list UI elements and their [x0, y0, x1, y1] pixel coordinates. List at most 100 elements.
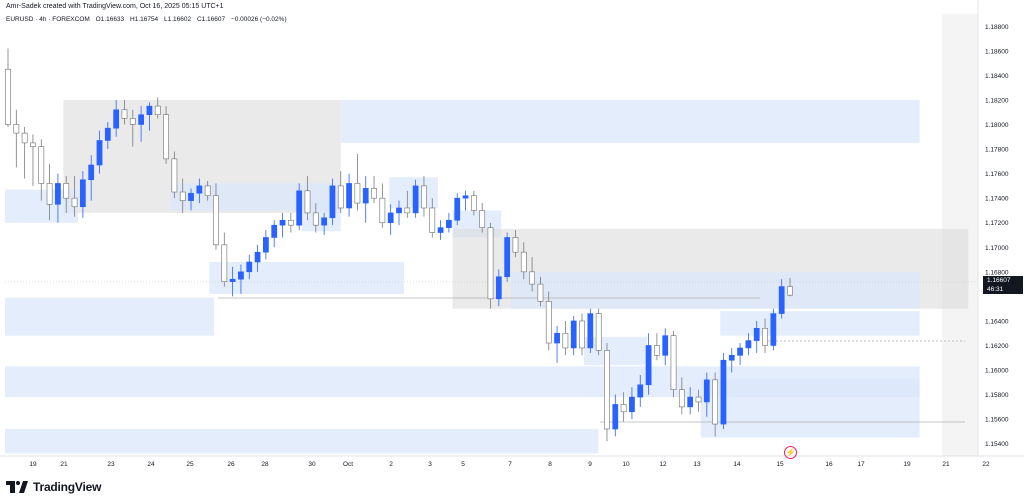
candle-body: [96, 140, 103, 166]
credit-line: Amr-Sadek created with TradingView.com, …: [6, 3, 224, 10]
x-tick-label: 10: [622, 461, 630, 468]
candle-body: [545, 300, 552, 344]
candle-body: [703, 379, 710, 403]
candle-body: [254, 251, 261, 263]
zone-blue: [5, 428, 599, 454]
y-tick-label: 1.15400: [985, 441, 1009, 448]
y-tick-label: 1.17600: [985, 171, 1009, 178]
candle-body: [179, 191, 186, 201]
candle-body: [529, 271, 535, 285]
ohlc-high: H1.16754: [129, 16, 159, 23]
candle-body: [512, 237, 519, 253]
x-tick-label: 19: [903, 461, 911, 468]
candle-body: [728, 355, 735, 361]
candle-body: [146, 105, 153, 115]
candle-body: [204, 185, 211, 197]
candle-body: [354, 183, 361, 204]
tradingview-logo-icon: [6, 481, 28, 493]
zone-blue: [700, 378, 920, 438]
y-tick-label: 1.15800: [985, 392, 1009, 399]
zone-blue: [510, 271, 920, 309]
y-tick-label: 1.16200: [985, 343, 1009, 350]
candle-body: [579, 320, 585, 349]
candle-body: [570, 320, 577, 349]
candle-body: [637, 384, 644, 398]
candle-body: [745, 340, 752, 349]
x-tick-label: 22: [982, 461, 990, 468]
candle-body: [504, 237, 511, 278]
y-tick-label: 1.18400: [985, 73, 1009, 80]
candle-body: [371, 188, 377, 199]
x-tick-label: 7: [508, 461, 512, 468]
candle-body: [38, 146, 45, 184]
candle-body: [337, 185, 344, 209]
lightning-icon[interactable]: ⚡: [784, 446, 797, 459]
symbol-legend: EURUSD · 4h · FOREXCOM O1.16633 H1.16754…: [6, 16, 287, 23]
candle-body: [712, 379, 719, 425]
zone-blue: [340, 99, 920, 143]
candle-body: [695, 396, 702, 403]
y-tick-label: 1.17200: [985, 220, 1009, 227]
candle-body: [437, 227, 444, 233]
brand-name: TradingView: [33, 480, 102, 494]
candle-body: [537, 283, 544, 302]
y-tick-label: 1.18200: [985, 97, 1009, 104]
x-tick-label: 5: [461, 461, 465, 468]
candle-body: [287, 219, 294, 226]
candle-body: [678, 389, 685, 408]
candle-body: [462, 195, 469, 199]
candle-body: [163, 114, 169, 160]
x-tick-label: 21: [942, 461, 950, 468]
candle-body: [446, 219, 452, 228]
candle-body: [30, 142, 36, 147]
candle-body: [221, 244, 228, 282]
candle-body: [629, 396, 635, 413]
ohlc-change: −0.00026 (−0.02%): [230, 16, 287, 23]
candle-body: [770, 313, 777, 346]
candle-body: [454, 197, 461, 221]
candle-body: [154, 105, 161, 115]
x-tick-label: 30: [308, 461, 316, 468]
x-tick-label: 2: [389, 461, 393, 468]
candle-body: [587, 313, 594, 349]
candle-body: [238, 271, 244, 280]
candle-body: [88, 164, 95, 181]
symbol-name[interactable]: EURUSD · 4h · FOREXCOM: [6, 16, 90, 23]
candle-body: [229, 278, 236, 282]
candle-body: [55, 183, 61, 205]
y-tick-label: 1.15600: [985, 417, 1009, 424]
candle-body: [604, 350, 610, 430]
candle-body: [321, 217, 328, 226]
x-tick-label: 15: [776, 461, 784, 468]
candle-body: [562, 332, 569, 349]
current-price-label: 1.16607 46:31: [983, 276, 1023, 294]
candle-body: [762, 328, 768, 346]
candle-body: [687, 396, 694, 408]
y-tick-label: 1.18600: [985, 48, 1009, 55]
x-tick-label: 9: [588, 461, 592, 468]
candle-body: [129, 118, 136, 125]
y-tick-label: 1.16400: [985, 318, 1009, 325]
candle-body: [404, 207, 411, 214]
y-tick-label: 1.16000: [985, 368, 1009, 375]
candle-body: [196, 185, 203, 194]
x-tick-label: 23: [107, 461, 115, 468]
x-tick-label: 17: [857, 461, 865, 468]
x-tick-label: 21: [60, 461, 68, 468]
x-tick-label: 16: [825, 461, 833, 468]
ohlc-open: O1.16633: [95, 16, 125, 23]
y-tick-label: 1.18000: [985, 122, 1009, 129]
candle-body: [787, 286, 793, 296]
price-axis: [978, 0, 1024, 456]
candle-body: [479, 210, 486, 228]
candle-body: [312, 212, 319, 226]
candle-body: [595, 313, 602, 351]
zone-blue: [720, 311, 920, 336]
candle-body: [346, 183, 352, 209]
tradingview-logo[interactable]: TradingView: [6, 479, 101, 495]
x-tick-label: 12: [659, 461, 667, 468]
candle-body: [304, 190, 311, 214]
candle-body: [113, 109, 120, 129]
candle-body: [279, 219, 286, 226]
